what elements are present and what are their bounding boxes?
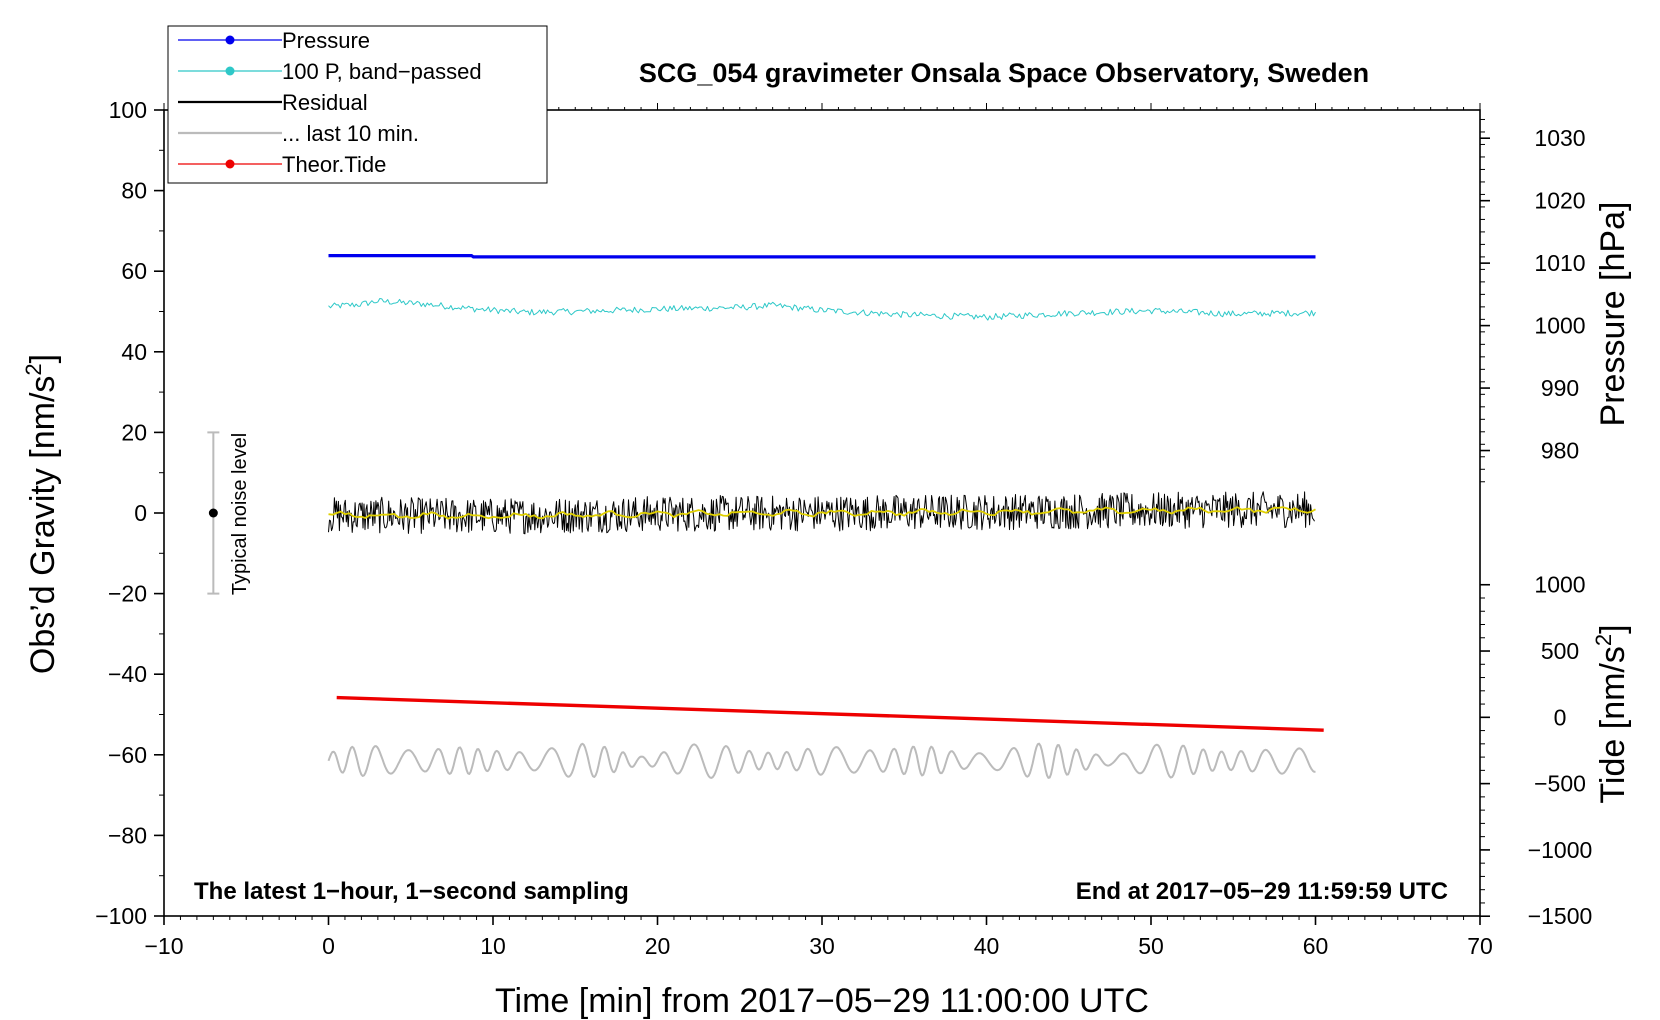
pressure-tick-label: 980 [1541,438,1579,464]
y-tick-label: −60 [108,742,147,768]
tide-tick-label: −1000 [1528,837,1593,863]
series-line-100-p-band-passed [328,298,1316,321]
pressure-tick-label: 1020 [1534,188,1585,214]
y-axis-label-main: Obs’d Gravity [nm/s [24,376,62,675]
y-tick-label: −100 [95,903,147,929]
axes-layer: −10 0 10 20 30 40 50 60 70−100−80−60−40−20020406… [95,97,1592,959]
x-tick-label: 10 [480,933,506,959]
legend-marker [225,35,235,45]
y-tick-label: 80 [121,178,147,204]
legend-label: ... last 10 min. [282,121,419,146]
pressure-tick-label: 1030 [1534,125,1585,151]
legend-label: 100 P, band−passed [282,59,482,84]
series-line-pressure [328,254,1316,259]
pressure-tick-label: 990 [1541,375,1579,401]
pressure-tick-label: 1010 [1534,250,1585,276]
legend-label: Residual [282,90,368,115]
series-line-theor-tide [336,695,1324,732]
noise-indicator-label: Typical noise level [229,433,251,595]
annotation-sampling: The latest 1−hour, 1−second sampling [194,878,629,905]
x-tick-label: 50 [1138,933,1164,959]
x-tick-label: 0 [322,933,335,959]
x-tick-label: 40 [974,933,1000,959]
y-tick-label: −20 [108,581,147,607]
series-line-residual [328,491,1315,535]
pressure-axis-label: Pressure [hPa] [1594,202,1632,427]
y-tick-label: −80 [108,822,147,848]
annotation-end-time: End at 2017−05−29 11:59:59 UTC [1076,878,1448,905]
x-tick-label: −10 [144,933,183,959]
y-tick-label: 20 [121,419,147,445]
series-layer [327,254,1324,779]
legend: Pressure 100 P, band−passed Residual ... la… [167,25,548,184]
series-line-residual-smoothed [328,506,1316,520]
tide-tick-label: −1500 [1528,903,1593,929]
legend-items: Pressure 100 P, band−passed Residual ... la… [178,28,482,177]
x-tick-label: 70 [1467,933,1493,959]
x-tick-label: 60 [1303,933,1329,959]
legend-marker [225,159,235,169]
legend-marker [225,66,235,76]
tide-tick-label: 500 [1541,638,1579,664]
noise-center-dot [208,508,218,518]
legend-label: Theor.Tide [282,152,386,177]
tide-axis-label: Tide [nm/s2] [1591,624,1632,803]
legend-box [167,25,548,184]
pressure-tick-label: 1000 [1534,313,1585,339]
y-tick-label: 100 [109,97,147,123]
y-axis-label-sup: 2 [21,363,46,375]
legend-label: Pressure [282,28,370,53]
tide-tick-label: 1000 [1534,572,1585,598]
chart-title: SCG_054 gravimeter Onsala Space Observat… [639,58,1369,88]
y-tick-label: 40 [121,339,147,365]
y-tick-label: 60 [121,258,147,284]
x-tick-label: 30 [809,933,835,959]
y-tick-label: −40 [108,661,147,687]
tide-axis-label-main: Tide [nm/s [1594,646,1632,803]
y-axis-label: Obs’d Gravity [nm/s2] [21,354,62,674]
y-tick-label: 0 [134,500,147,526]
tide-tick-label: −500 [1534,771,1586,797]
y-axis-label-close: ] [24,354,62,363]
series-line-last-10-min [327,742,1316,779]
x-axis-label: Time [min] from 2017−05−29 11:00:00 UTC [495,982,1149,1020]
tide-tick-label: 0 [1554,704,1567,730]
tide-axis-label-close: ] [1594,624,1632,633]
tide-axis-label-sup: 2 [1591,634,1616,646]
x-tick-label: 20 [645,933,671,959]
noise-indicator: Typical noise level [207,431,251,595]
